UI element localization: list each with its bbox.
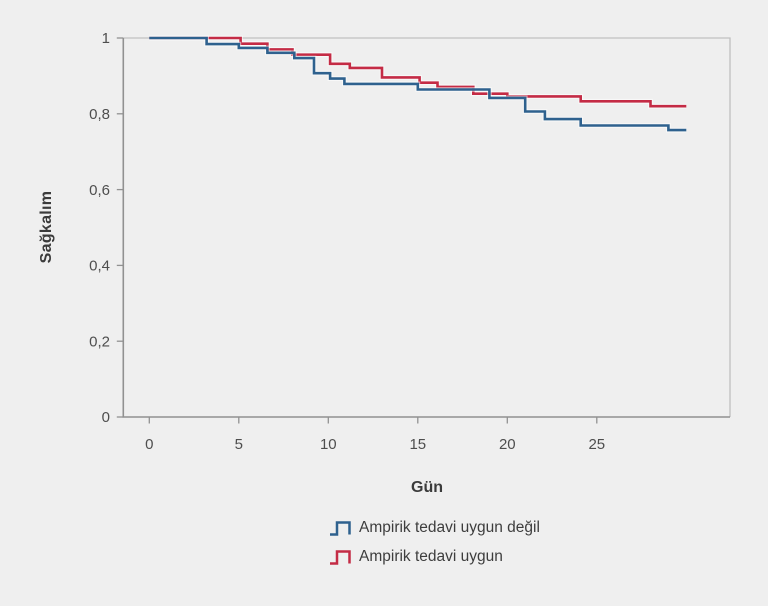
legend-label: Ampirik tedavi uygun — [359, 548, 503, 565]
y-tick-label: 1 — [102, 30, 110, 47]
legend-item-not-appropriate: Ampirik tedavi uygun değil — [329, 519, 540, 537]
survival-curve — [149, 36, 687, 108]
x-tick-label: 0 — [145, 436, 153, 453]
y-tick-label: 0 — [102, 409, 110, 426]
survival-curve — [149, 36, 687, 132]
y-tick-label: 0,4 — [89, 258, 110, 275]
y-axis-title: Sağkalım — [38, 190, 55, 264]
x-tick-label: 20 — [499, 436, 516, 453]
legend-item-appropriate: Ampirik tedavi uygun — [329, 548, 540, 566]
legend: Ampirik tedavi uygun değil Ampirik tedav… — [329, 519, 540, 566]
survival-curve-halo — [149, 35, 687, 109]
legend-label: Ampirik tedavi uygun değil — [359, 519, 540, 536]
plot-box-border — [123, 37, 731, 417]
axis-lines — [122, 38, 730, 418]
x-tick-label: 25 — [588, 436, 605, 453]
y-tick-label: 0,6 — [89, 182, 110, 199]
y-tick-label: 0,8 — [89, 106, 110, 123]
y-tick-label: 0,2 — [89, 333, 110, 350]
step-line-marker-icon — [330, 520, 351, 536]
x-axis-title: Gün — [411, 479, 443, 496]
step-line-marker-icon — [330, 549, 351, 565]
x-tick-label: 15 — [409, 436, 426, 453]
x-tick-label: 5 — [235, 436, 243, 453]
x-tick-label: 10 — [320, 436, 337, 453]
